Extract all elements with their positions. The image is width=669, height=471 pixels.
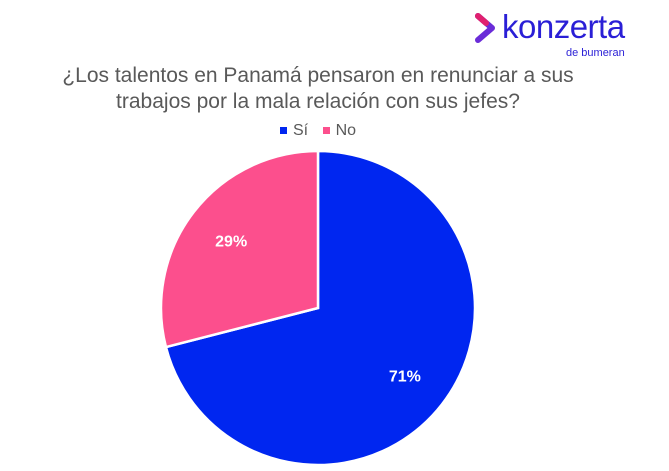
chart-title: ¿Los talentos en Panamá pensaron en renu…	[0, 63, 636, 115]
chart-title-line2: trabajos por la mala relación con sus je…	[116, 90, 520, 113]
legend-swatch-si	[279, 127, 287, 134]
logo-wordmark: konzerta	[502, 8, 625, 45]
legend: Sí No	[0, 120, 636, 141]
data-label-si: 71%	[389, 368, 421, 385]
pie-slice-si	[164, 149, 477, 467]
legend-label-no: No	[335, 121, 357, 139]
legend-item-no: No	[322, 121, 357, 141]
legend-swatch-no	[322, 127, 330, 134]
konzerta-logo: konzerta de bumeran	[474, 10, 644, 62]
legend-label-si: Sí	[292, 121, 309, 139]
logo-chevron-icon	[475, 13, 495, 43]
data-label-no: 29%	[215, 234, 247, 251]
legend-item-si: Sí	[279, 121, 309, 141]
logo-subtitle: de bumeran	[566, 47, 625, 59]
chart-title-line1: ¿Los talentos en Panamá pensaron en renu…	[62, 64, 574, 87]
pie-slice-no	[159, 149, 320, 349]
